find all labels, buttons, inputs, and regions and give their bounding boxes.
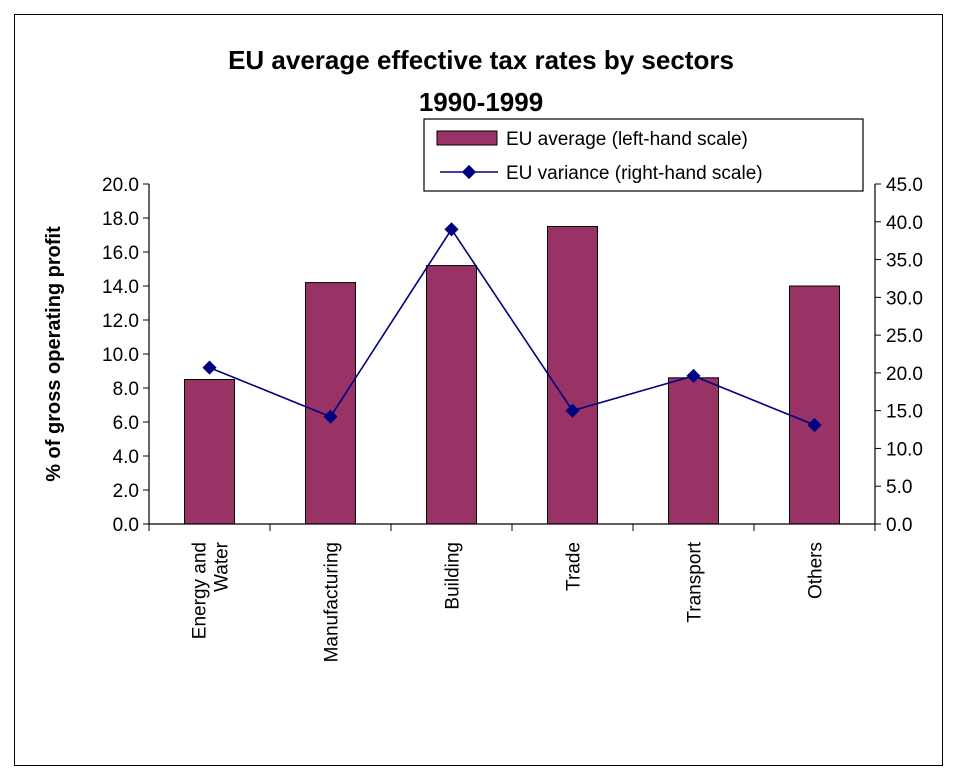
right-axis-ticks: 0.0 5.0 10.0 15.0 20.0 25.0 30.0 35.0 40.0 45.0 — [875, 175, 923, 536]
category-label: Others — [806, 542, 827, 599]
category-label: Transport — [685, 541, 706, 622]
left-tick-label: 20.0 — [102, 175, 139, 196]
right-tick-label: 20.0 — [886, 364, 923, 385]
category-label: Water — [212, 541, 233, 592]
left-tick-label: 16.0 — [102, 243, 139, 264]
variance-marker — [807, 417, 822, 433]
category-label: Trade — [564, 542, 585, 591]
left-tick-label: 8.0 — [113, 379, 139, 400]
legend-diamond-marker — [461, 164, 477, 180]
variance-marker — [444, 222, 459, 237]
variance-marker — [565, 403, 580, 418]
variance-line — [209, 227, 815, 426]
category-label: Building — [443, 542, 464, 610]
category-label: Manufacturing — [322, 542, 343, 662]
variance-marker — [323, 409, 338, 424]
right-tick-label: 45.0 — [886, 175, 923, 196]
bar — [668, 377, 719, 525]
left-tick-label: 0.0 — [113, 515, 139, 536]
category-label: Energy and — [190, 542, 211, 639]
variance-marker — [202, 360, 217, 375]
bar — [184, 379, 235, 525]
bar — [426, 265, 477, 525]
y-axis-label: % of gross operating profit — [43, 226, 65, 482]
category-labels: Energy and Water Manufacturing Building Trad… — [190, 541, 827, 662]
legend-label-line: EU variance (right-hand scale) — [506, 163, 763, 184]
legend-bar-swatch — [436, 130, 498, 146]
left-tick-label: 18.0 — [102, 209, 139, 230]
chart-title: EU average effective tax rates by sector… — [228, 45, 734, 75]
right-tick-label: 15.0 — [886, 402, 923, 423]
right-tick-label: 35.0 — [886, 251, 923, 272]
legend-label-bar: EU average (left-hand scale) — [506, 129, 748, 150]
legend: EU average (left-hand scale) EU variance… — [423, 118, 864, 192]
right-tick-label: 40.0 — [886, 213, 923, 234]
left-tick-label: 6.0 — [113, 413, 139, 434]
left-tick-label: 14.0 — [102, 277, 139, 298]
chart-subtitle: 1990-1999 — [419, 87, 543, 117]
right-tick-label: 30.0 — [886, 288, 923, 309]
bar-series — [184, 226, 840, 525]
left-tick-label: 10.0 — [102, 345, 139, 366]
right-tick-label: 10.0 — [886, 439, 923, 460]
left-tick-label: 12.0 — [102, 311, 139, 332]
right-tick-label: 25.0 — [886, 326, 923, 347]
axes — [148, 184, 876, 531]
line-series — [202, 222, 822, 433]
bar — [547, 226, 598, 525]
bar — [789, 285, 840, 525]
left-tick-label: 4.0 — [113, 447, 139, 468]
right-tick-label: 0.0 — [886, 515, 912, 536]
variance-marker — [686, 368, 701, 383]
left-tick-label: 2.0 — [113, 481, 139, 502]
bar — [305, 282, 356, 525]
left-axis-ticks: 0.0 2.0 4.0 6.0 8.0 10.0 12.0 14.0 16.0 18.0 20.0 — [102, 175, 149, 536]
right-tick-label: 5.0 — [886, 477, 912, 498]
